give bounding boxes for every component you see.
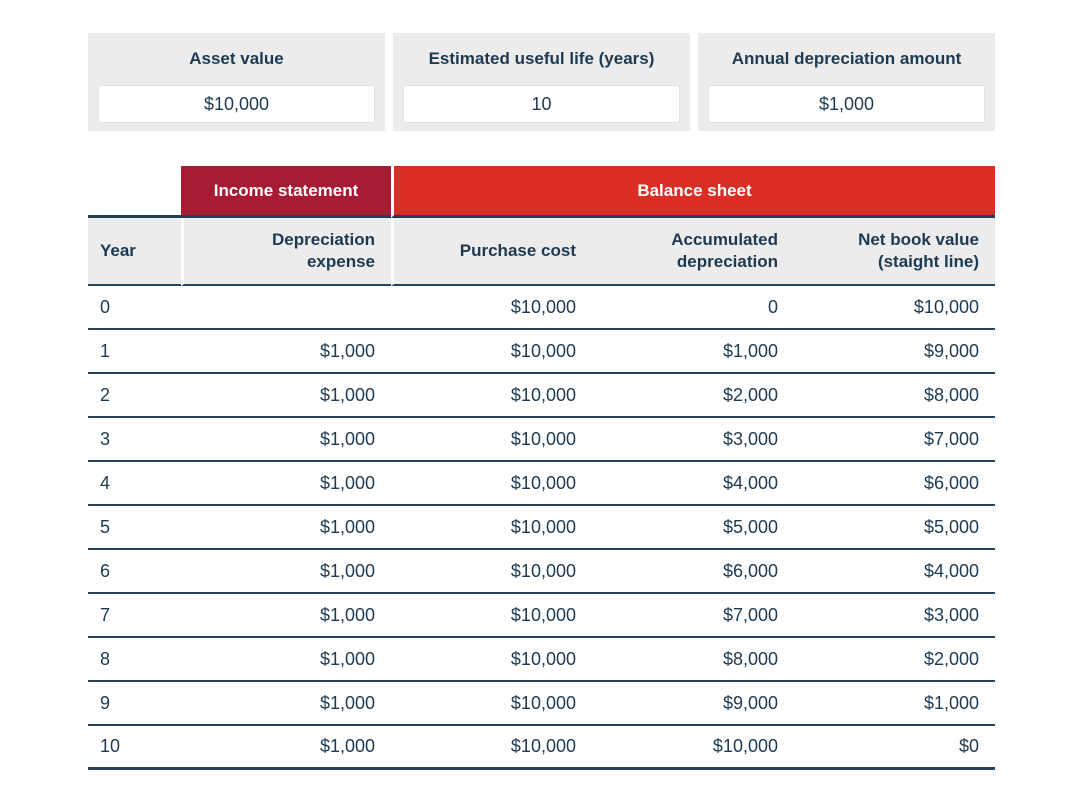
cell-purchase-cost: $10,000 bbox=[391, 506, 592, 550]
cell-net-book-value: $4,000 bbox=[794, 550, 995, 594]
useful-life-label: Estimated useful life (years) bbox=[428, 49, 655, 68]
table-row-year-10: 10 $1,000 $10,000 $10,000 $0 bbox=[88, 726, 995, 770]
cell-accumulated-depreciation: $1,000 bbox=[592, 330, 794, 374]
cell-accumulated-depreciation: $10,000 bbox=[592, 726, 794, 770]
cell-net-book-value: $6,000 bbox=[794, 462, 995, 506]
cell-purchase-cost: $10,000 bbox=[391, 726, 592, 770]
cell-depreciation-expense: $1,000 bbox=[181, 330, 391, 374]
cell-purchase-cost: $10,000 bbox=[391, 418, 592, 462]
table-row-year-4: 4 $1,000 $10,000 $4,000 $6,000 bbox=[88, 462, 995, 506]
cell-net-book-value: $7,000 bbox=[794, 418, 995, 462]
cell-purchase-cost: $10,000 bbox=[391, 682, 592, 726]
cell-year: 3 bbox=[88, 418, 181, 462]
column-header-net-book-value-label: Net book value (staight line) bbox=[858, 230, 979, 271]
income-statement-group-header: Income statement bbox=[181, 166, 391, 218]
cell-net-book-value: $5,000 bbox=[794, 506, 995, 550]
calculator-inputs: Asset value Estimated useful life (years… bbox=[88, 33, 995, 131]
cell-net-book-value: $3,000 bbox=[794, 594, 995, 638]
cell-depreciation-expense: $1,000 bbox=[181, 462, 391, 506]
cell-accumulated-depreciation: $4,000 bbox=[592, 462, 794, 506]
table-row-year-5: 5 $1,000 $10,000 $5,000 $5,000 bbox=[88, 506, 995, 550]
cell-purchase-cost: $10,000 bbox=[391, 550, 592, 594]
cell-accumulated-depreciation: $2,000 bbox=[592, 374, 794, 418]
depreciation-schedule: Income statement Balance sheet Year Depr… bbox=[88, 166, 995, 770]
cell-accumulated-depreciation: $8,000 bbox=[592, 638, 794, 682]
cell-accumulated-depreciation: $7,000 bbox=[592, 594, 794, 638]
cell-depreciation-expense: $1,000 bbox=[181, 726, 391, 770]
balance-sheet-group-header: Balance sheet bbox=[391, 166, 995, 218]
cell-net-book-value: $10,000 bbox=[794, 286, 995, 330]
cell-purchase-cost: $10,000 bbox=[391, 374, 592, 418]
cell-year: 10 bbox=[88, 726, 181, 770]
table-row-year-6: 6 $1,000 $10,000 $6,000 $4,000 bbox=[88, 550, 995, 594]
asset-value-label: Asset value bbox=[189, 49, 284, 68]
useful-life-input[interactable] bbox=[403, 85, 680, 123]
column-header-accumulated-depreciation: Accumulated depreciation bbox=[592, 218, 794, 286]
cell-accumulated-depreciation: 0 bbox=[592, 286, 794, 330]
cell-purchase-cost: $10,000 bbox=[391, 594, 592, 638]
cell-net-book-value: $0 bbox=[794, 726, 995, 770]
cell-year: 0 bbox=[88, 286, 181, 330]
annual-depreciation-label: Annual depreciation amount bbox=[731, 49, 962, 68]
cell-purchase-cost: $10,000 bbox=[391, 330, 592, 374]
cell-accumulated-depreciation: $9,000 bbox=[592, 682, 794, 726]
cell-year: 7 bbox=[88, 594, 181, 638]
column-header-purchase-cost-label: Purchase cost bbox=[459, 241, 576, 261]
table-row-year-9: 9 $1,000 $10,000 $9,000 $1,000 bbox=[88, 682, 995, 726]
cell-accumulated-depreciation: $3,000 bbox=[592, 418, 794, 462]
cell-purchase-cost: $10,000 bbox=[391, 462, 592, 506]
cell-purchase-cost: $10,000 bbox=[391, 286, 592, 330]
useful-life-field: Estimated useful life (years) bbox=[393, 33, 690, 131]
cell-depreciation-expense: $1,000 bbox=[181, 418, 391, 462]
group-header-spacer bbox=[88, 166, 181, 218]
group-header-row: Income statement Balance sheet bbox=[88, 166, 995, 218]
column-header-purchase-cost: Purchase cost bbox=[391, 218, 592, 286]
cell-year: 4 bbox=[88, 462, 181, 506]
table-row-year-8: 8 $1,000 $10,000 $8,000 $2,000 bbox=[88, 638, 995, 682]
cell-purchase-cost: $10,000 bbox=[391, 638, 592, 682]
column-header-depreciation-expense: Depreciation expense bbox=[181, 218, 391, 286]
table-row-year-2: 2 $1,000 $10,000 $2,000 $8,000 bbox=[88, 374, 995, 418]
cell-net-book-value: $1,000 bbox=[794, 682, 995, 726]
asset-value-input[interactable] bbox=[98, 85, 375, 123]
column-header-accumulated-depreciation-label: Accumulated depreciation bbox=[671, 230, 778, 271]
column-header-row: Year Depreciation expense Purchase cost … bbox=[88, 218, 995, 286]
cell-year: 6 bbox=[88, 550, 181, 594]
depreciation-table: Income statement Balance sheet Year Depr… bbox=[88, 166, 995, 770]
cell-depreciation-expense: $1,000 bbox=[181, 374, 391, 418]
cell-net-book-value: $8,000 bbox=[794, 374, 995, 418]
cell-depreciation-expense bbox=[181, 286, 391, 330]
cell-depreciation-expense: $1,000 bbox=[181, 638, 391, 682]
cell-depreciation-expense: $1,000 bbox=[181, 682, 391, 726]
cell-year: 5 bbox=[88, 506, 181, 550]
cell-net-book-value: $9,000 bbox=[794, 330, 995, 374]
table-row-year-0: 0 $10,000 0 $10,000 bbox=[88, 286, 995, 330]
table-row-year-3: 3 $1,000 $10,000 $3,000 $7,000 bbox=[88, 418, 995, 462]
cell-depreciation-expense: $1,000 bbox=[181, 506, 391, 550]
cell-accumulated-depreciation: $6,000 bbox=[592, 550, 794, 594]
cell-year: 2 bbox=[88, 374, 181, 418]
cell-year: 8 bbox=[88, 638, 181, 682]
table-row-year-1: 1 $1,000 $10,000 $1,000 $9,000 bbox=[88, 330, 995, 374]
table-row-year-7: 7 $1,000 $10,000 $7,000 $3,000 bbox=[88, 594, 995, 638]
cell-net-book-value: $2,000 bbox=[794, 638, 995, 682]
asset-value-field: Asset value bbox=[88, 33, 385, 131]
column-header-net-book-value: Net book value (staight line) bbox=[794, 218, 995, 286]
cell-year: 1 bbox=[88, 330, 181, 374]
annual-depreciation-field: Annual depreciation amount bbox=[698, 33, 995, 131]
cell-year: 9 bbox=[88, 682, 181, 726]
cell-accumulated-depreciation: $5,000 bbox=[592, 506, 794, 550]
annual-depreciation-input[interactable] bbox=[708, 85, 985, 123]
column-header-depreciation-expense-label: Depreciation expense bbox=[272, 230, 375, 271]
cell-depreciation-expense: $1,000 bbox=[181, 594, 391, 638]
column-header-year: Year bbox=[88, 218, 181, 286]
cell-depreciation-expense: $1,000 bbox=[181, 550, 391, 594]
